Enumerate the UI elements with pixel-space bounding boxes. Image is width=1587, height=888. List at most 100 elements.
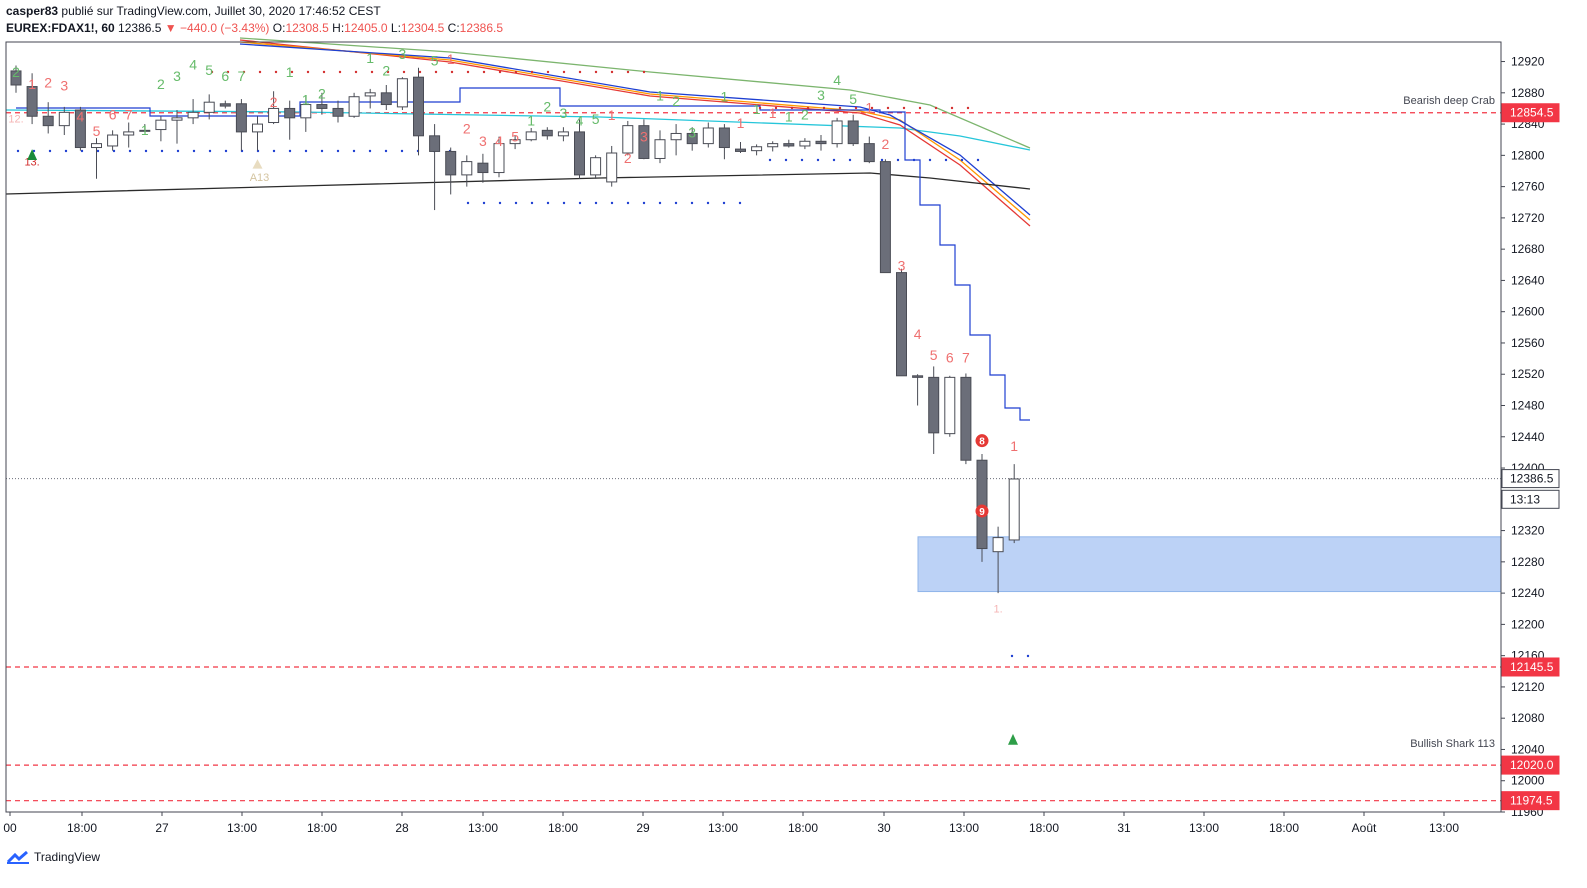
candle-body[interactable] [783, 143, 795, 147]
candle-body[interactable] [1008, 478, 1020, 541]
candle-body[interactable] [300, 104, 312, 119]
candle-body[interactable] [590, 157, 602, 176]
author-name[interactable]: casper83 [6, 4, 59, 18]
candle-body[interactable] [863, 143, 875, 163]
price-badge [1501, 489, 1560, 509]
candle-body[interactable] [525, 131, 537, 141]
candle-body[interactable] [751, 146, 763, 152]
price-badge-label: 12145.5 [1510, 660, 1554, 674]
candle-body[interactable] [879, 161, 891, 274]
pattern-zone[interactable] [917, 536, 1502, 593]
candle-body[interactable] [187, 111, 199, 119]
candle-body[interactable] [960, 376, 972, 461]
candle-body[interactable] [413, 76, 424, 137]
tradingview-logo[interactable]: TradingView [6, 850, 100, 864]
td-count-label: 2 [318, 85, 326, 101]
candle-body[interactable] [316, 104, 328, 109]
candle-body[interactable] [107, 134, 119, 147]
pattern-annotation[interactable]: Bearish deep Crab [1403, 95, 1495, 107]
level-dot [928, 158, 932, 162]
candle-body[interactable] [42, 115, 54, 127]
candle-body[interactable] [155, 119, 167, 131]
candle-body[interactable] [557, 131, 569, 137]
candle-body[interactable] [445, 150, 457, 176]
candle-body[interactable] [380, 92, 392, 106]
candle-body[interactable] [348, 96, 360, 117]
level-dot [594, 201, 598, 205]
cyan-ma-line [5, 109, 1031, 151]
candle-body[interactable] [638, 125, 650, 159]
candle-body[interactable] [477, 162, 489, 174]
candle-body[interactable] [654, 139, 666, 159]
candle-body[interactable] [58, 111, 70, 127]
candle-body[interactable] [702, 127, 714, 145]
candle-body[interactable] [396, 78, 408, 108]
candle-body[interactable] [815, 140, 827, 145]
price-badge [1501, 657, 1560, 677]
candle-body[interactable] [622, 125, 634, 154]
candle-body[interactable] [896, 272, 907, 377]
candle-body[interactable] [461, 161, 473, 176]
candle-body[interactable] [799, 140, 811, 147]
candle-body[interactable] [139, 129, 151, 132]
candle-body[interactable] [268, 107, 280, 124]
candle-body[interactable] [235, 103, 247, 133]
y-tick-label: 12720 [1511, 211, 1545, 225]
pattern-annotation[interactable]: Bullish Shark 113 [1410, 738, 1495, 750]
x-tick-label: 13:00 [1189, 821, 1219, 835]
candle-body[interactable] [74, 109, 86, 149]
candle-body[interactable] [944, 376, 956, 435]
candle-body[interactable] [91, 143, 102, 149]
td-count-label: 3 [817, 87, 825, 103]
x-tick-label: 18:00 [1269, 821, 1299, 835]
candle-body[interactable] [364, 92, 376, 97]
candle-body[interactable] [219, 103, 231, 107]
candle-body[interactable] [123, 131, 135, 136]
td-count-label: 1 [656, 88, 664, 104]
bullish-triangle-icon [1008, 733, 1018, 745]
td-count-label: 5 [511, 128, 519, 144]
candle-body[interactable] [332, 107, 344, 117]
candle-body[interactable] [606, 152, 618, 183]
candle-body[interactable] [574, 131, 585, 176]
candle-body[interactable] [541, 129, 553, 137]
y-tick-label: 12240 [1511, 586, 1545, 600]
candle-body[interactable] [10, 70, 22, 86]
price-badge [1501, 791, 1560, 811]
td-count-label: 3 [399, 46, 407, 62]
level-dot [626, 70, 630, 74]
td-count-label: 5 [849, 91, 857, 107]
candle-body[interactable] [493, 143, 505, 174]
candle-body[interactable] [670, 132, 682, 141]
td-count-label: 1 [769, 105, 777, 121]
candle-body[interactable] [252, 123, 263, 133]
candle-body[interactable] [718, 127, 730, 149]
open-value: 12308.5 [285, 21, 329, 35]
candle-body[interactable] [831, 120, 843, 145]
candle-body[interactable] [26, 86, 38, 117]
candle-body[interactable] [912, 375, 924, 378]
candle-body[interactable] [284, 107, 296, 119]
candle-body[interactable] [509, 139, 521, 145]
x-tick-label: 27 [155, 821, 169, 835]
candle-body[interactable] [686, 132, 698, 145]
candle-body[interactable] [847, 120, 859, 145]
td-count-label: 1 [865, 99, 873, 115]
candle-body[interactable] [992, 537, 1004, 553]
candle-body[interactable] [429, 135, 441, 152]
candle-body[interactable] [767, 143, 779, 148]
level-dot [768, 158, 772, 162]
candle-body[interactable] [171, 117, 183, 121]
candle-body[interactable] [203, 101, 215, 113]
td-count-label: 2 [270, 94, 278, 110]
candle-body[interactable] [928, 376, 940, 434]
td-count-label: 5 [930, 347, 938, 363]
symbol-label[interactable]: EUREX:FDAX1!, 60 [6, 21, 115, 35]
td-count-label: 6 [221, 68, 229, 84]
level-dot [16, 149, 20, 153]
level-dot [578, 70, 582, 74]
candle-body[interactable] [735, 148, 746, 152]
td-count-label: 1 [447, 51, 455, 67]
candle-body[interactable] [976, 459, 988, 550]
